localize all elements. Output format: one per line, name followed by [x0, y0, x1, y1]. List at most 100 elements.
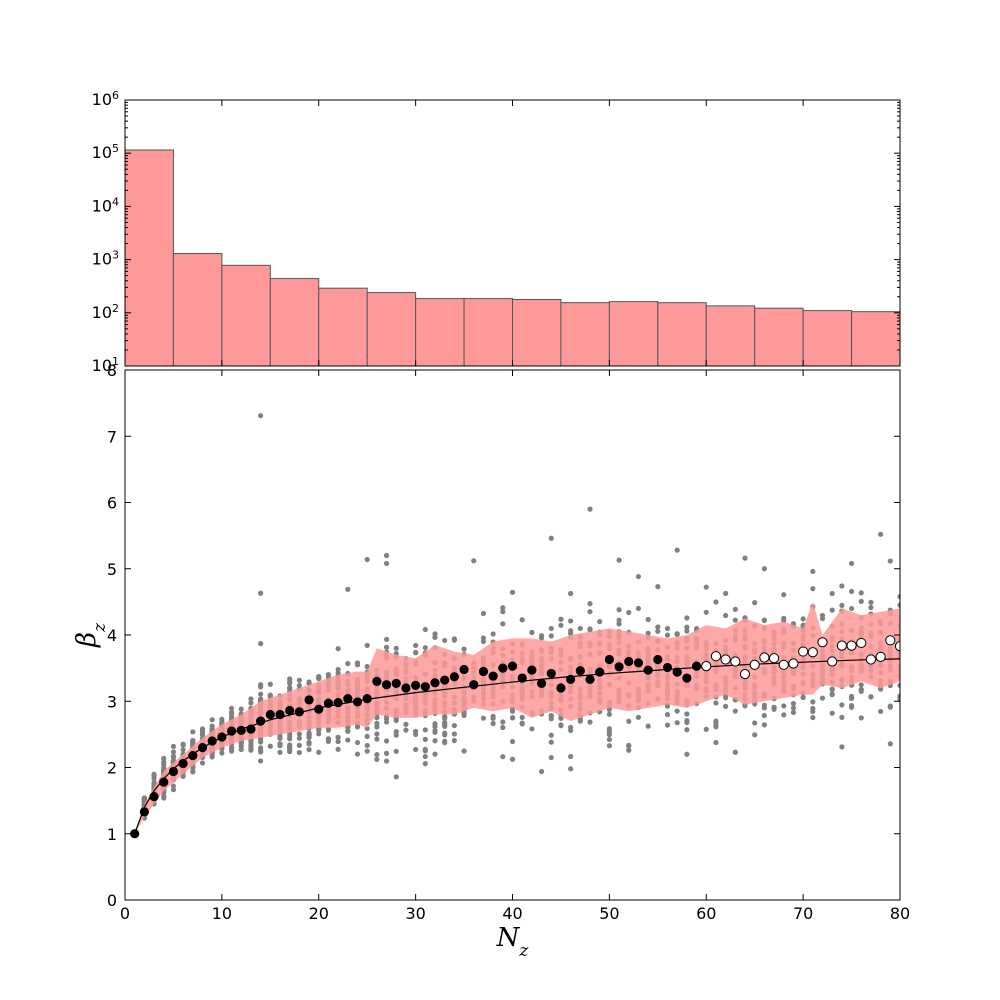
outlier-point	[761, 566, 767, 572]
outlier-point	[548, 535, 554, 541]
cloud-point	[548, 633, 554, 639]
x-tick-label: 30	[405, 904, 425, 923]
mean-marker	[168, 766, 179, 777]
cloud-point	[432, 729, 438, 735]
mean-marker	[411, 680, 421, 690]
cloud-point	[461, 646, 467, 652]
y-tick-label: 8	[107, 361, 117, 380]
cloud-point	[316, 726, 322, 733]
cloud-point	[228, 748, 235, 754]
cloud-point	[451, 722, 457, 729]
outlier-point	[345, 586, 351, 592]
histogram-axes-frame	[124, 99, 901, 367]
cloud-point	[364, 748, 370, 754]
outlier-point	[626, 747, 632, 753]
mean-marker	[304, 695, 314, 705]
cloud-point	[170, 743, 177, 749]
cloud-point	[548, 625, 554, 632]
cloud-point	[509, 589, 516, 595]
cloud-point	[684, 628, 690, 634]
cloud-point	[810, 699, 816, 705]
cloud-point	[354, 724, 361, 730]
cloud-point	[422, 626, 428, 633]
cloud-point	[790, 705, 797, 711]
cloud-point	[848, 703, 855, 709]
cloud-point	[597, 618, 603, 625]
open-mean-marker	[856, 637, 867, 649]
mean-marker	[294, 707, 304, 717]
cloud-point	[335, 666, 341, 673]
mean-marker	[672, 667, 682, 677]
cloud-point	[190, 737, 196, 744]
cloud-point	[829, 607, 835, 613]
plot-area	[130, 413, 900, 839]
cloud-point	[887, 558, 893, 564]
cloud-point	[316, 673, 322, 680]
cloud-point	[606, 743, 612, 749]
cloud-point	[383, 719, 390, 725]
y-tick-label: 6	[107, 494, 117, 513]
mean-marker	[323, 698, 334, 708]
cloud-point	[296, 735, 302, 741]
cloud-point	[500, 724, 506, 731]
cloud-point	[267, 743, 273, 749]
mean-marker	[372, 676, 382, 686]
cloud-point	[490, 720, 496, 727]
outlier-point	[471, 558, 477, 564]
cloud-point	[829, 686, 835, 692]
filled-mean-markers	[130, 654, 702, 839]
cloud-point	[568, 727, 574, 734]
mean-marker	[585, 674, 595, 684]
cloud-point	[451, 737, 457, 744]
cloud-point	[248, 745, 254, 751]
cloud-point	[442, 715, 448, 721]
mean-marker	[527, 665, 537, 675]
cloud-point	[868, 599, 874, 605]
cloud-point	[761, 617, 767, 624]
open-mean-marker	[720, 654, 731, 665]
cloud-point	[199, 760, 206, 766]
cloud-point	[306, 747, 312, 753]
cloud-point	[228, 711, 235, 717]
outlier-point	[732, 749, 738, 755]
mean-marker	[517, 673, 527, 683]
cloud-point	[684, 624, 690, 630]
cloud-point	[587, 719, 593, 725]
cloud-point	[800, 616, 806, 622]
cloud-point	[606, 711, 612, 717]
cloud-point	[316, 731, 322, 737]
cloud-point	[413, 731, 419, 737]
cloud-point	[674, 720, 680, 726]
cloud-point	[403, 721, 409, 727]
cloud-point	[432, 631, 438, 637]
cloud-point	[548, 739, 554, 745]
cloud-point	[635, 605, 642, 612]
y-tick-label: 105	[92, 142, 119, 163]
cloud-point	[306, 679, 312, 685]
cloud-point	[258, 758, 264, 764]
y-tick-label: 4	[107, 626, 117, 645]
outlier-point	[587, 506, 593, 512]
cloud-point	[335, 738, 341, 745]
mean-marker	[595, 667, 605, 677]
cloud-point	[374, 736, 380, 742]
cloud-point	[858, 682, 864, 688]
cloud-point	[500, 609, 506, 615]
mean-marker	[275, 709, 285, 720]
open-mean-marker	[759, 652, 770, 663]
cloud-point	[664, 632, 671, 638]
cloud-point	[393, 645, 399, 651]
cloud-point	[713, 739, 719, 746]
outlier-point	[878, 531, 884, 537]
cloud-point	[781, 592, 787, 598]
cloud-point	[248, 696, 254, 702]
cloud-point	[296, 742, 302, 748]
cloud-point	[335, 746, 341, 752]
cloud-point	[548, 712, 554, 719]
cloud-point	[345, 737, 351, 743]
cloud-point	[364, 742, 370, 749]
cloud-point	[664, 625, 671, 632]
y-tick-label: 104	[92, 195, 119, 216]
cloud-point	[500, 605, 506, 611]
cloud-point	[655, 624, 661, 630]
